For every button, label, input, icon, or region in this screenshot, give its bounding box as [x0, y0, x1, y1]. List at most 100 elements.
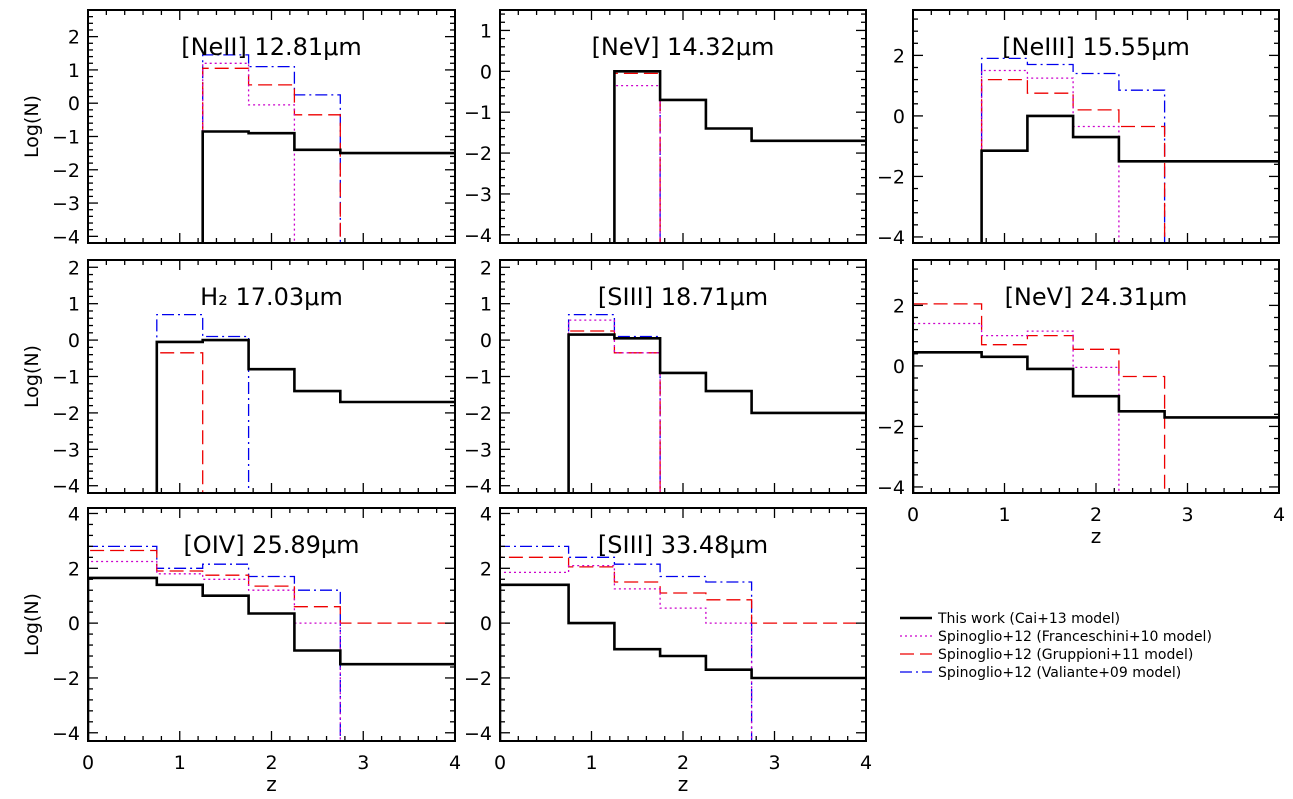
x-tick-label: 3 [357, 752, 369, 774]
y-tick-label: 4 [480, 503, 492, 525]
y-tick-label: −2 [877, 166, 905, 188]
y-tick-label: 1 [480, 20, 492, 42]
y-tick-label: −1 [52, 126, 80, 148]
series-cai-line [982, 116, 1279, 273]
x-tick-label: 3 [768, 752, 780, 774]
x-tick-label: 2 [265, 752, 277, 774]
series-gruppioni-line [569, 331, 661, 529]
series-cai-line [157, 340, 455, 529]
x-tick-label: 0 [907, 504, 919, 526]
y-tick-label: −2 [52, 160, 80, 182]
y-tick-label: −3 [52, 439, 80, 461]
y-tick-label: −4 [877, 477, 905, 499]
series-cai-line [913, 352, 1279, 523]
y-tick-label: −2 [464, 668, 492, 690]
y-tick-label: 1 [68, 294, 80, 316]
y-tick-label: 0 [893, 106, 905, 128]
series-valiante-line [500, 546, 752, 768]
y-tick-label: −3 [464, 184, 492, 206]
panel-title: [NeII] 12.81μm [181, 33, 362, 61]
y-tick-label: −4 [464, 476, 492, 498]
panel-2: −4 −3 −2 −1 0 1 [NeV] 14.32μm [464, 10, 866, 284]
y-tick-label: −2 [464, 143, 492, 165]
y-tick-label: −4 [52, 226, 80, 248]
y-tick-label: −4 [877, 227, 905, 249]
x-axis-label: z [678, 772, 689, 796]
y-tick-label: 0 [480, 330, 492, 352]
y-tick-label: 1 [480, 294, 492, 316]
y-tick-label: 2 [893, 45, 905, 67]
y-axis-label: Log(N) [21, 95, 43, 158]
y-tick-label: 0 [893, 356, 905, 378]
y-tick-label: −1 [52, 367, 80, 389]
y-tick-label: 0 [480, 61, 492, 83]
legend: This work (Cai+13 model) Spinoglio+12 (Fr… [900, 611, 1212, 681]
y-tick-label: 2 [68, 27, 80, 49]
x-tick-label: 1 [585, 752, 597, 774]
series-gruppioni-line [157, 353, 203, 530]
x-tick-label: 4 [1273, 504, 1285, 526]
y-tick-label: −2 [52, 668, 80, 690]
x-tick-label: 1 [174, 752, 186, 774]
y-tick-label: −4 [52, 476, 80, 498]
panel-title: [OIV] 25.89μm [183, 531, 359, 559]
series-franceschini-line [614, 86, 660, 284]
panel-5: −4 −3 −2 −1 0 1 2 [SIII] 18.71μm [464, 257, 866, 529]
series-gruppioni-line [203, 68, 341, 276]
panel-8: −4 −2 0 2 4 0 1 2 3 4 z [SIII] 33.48μm [464, 503, 872, 796]
x-tick-label: 2 [1090, 504, 1102, 526]
y-tick-label: 2 [68, 558, 80, 580]
y-tick-label: 0 [68, 93, 80, 115]
panel-title: [NeV] 14.32μm [592, 33, 775, 61]
series-valiante-line [982, 58, 1165, 273]
x-tick-label: 4 [860, 752, 872, 774]
panel-title: [NeV] 24.31μm [1005, 283, 1188, 311]
series-gruppioni-line [982, 80, 1165, 274]
legend-label: Spinoglio+12 (Valiante+09 model) [938, 665, 1181, 681]
legend-label: Spinoglio+12 (Franceschini+10 model) [938, 629, 1212, 645]
y-tick-label: 2 [480, 257, 492, 279]
x-axis-label: z [266, 772, 277, 796]
y-tick-label: 0 [480, 613, 492, 635]
x-tick-label: 4 [449, 752, 461, 774]
series-cai-line [203, 132, 455, 277]
y-tick-label: −2 [52, 403, 80, 425]
legend-label: This work (Cai+13 model) [937, 611, 1120, 627]
y-tick-label: −4 [464, 723, 492, 745]
y-tick-label: 2 [893, 295, 905, 317]
y-tick-label: −4 [52, 723, 80, 745]
series-gruppioni-line [913, 304, 1165, 523]
series-franceschini-line [88, 562, 340, 769]
series-gruppioni-line [614, 73, 660, 284]
legend-label: Spinoglio+12 (Gruppioni+11 model) [938, 647, 1193, 663]
y-tick-label: −1 [464, 367, 492, 389]
y-tick-label: −2 [877, 416, 905, 438]
panel-title: [NeIII] 15.55μm [1002, 33, 1190, 61]
panel-6: −4 −2 0 2 0 1 2 3 4 z [NeV] 24.31μm [877, 260, 1285, 548]
panel-title: [SIII] 18.71μm [598, 283, 768, 311]
y-tick-label: −2 [464, 403, 492, 425]
panel-title: [SIII] 33.48μm [598, 531, 768, 559]
panel-7: −4 −2 0 2 4 0 1 2 3 4 Log(N) z [OIV] 25.89μm [21, 503, 461, 796]
x-tick-label: 1 [998, 504, 1010, 526]
series-franceschini-line [569, 320, 661, 529]
panel-4: −4 −3 −2 −1 0 1 2 Log(N) H₂ 17.03μm [21, 257, 455, 529]
panel-1: −4 −3 −2 −1 0 1 2 Log(N) [NeII] 12.81μm [21, 10, 455, 276]
y-tick-label: −4 [464, 225, 492, 247]
x-tick-label: 2 [677, 752, 689, 774]
panel-3: −4 −2 0 2 [NeIII] 15.55μm [877, 10, 1279, 273]
y-axis-label: Log(N) [21, 593, 43, 656]
y-tick-label: 0 [68, 330, 80, 352]
y-tick-label: 2 [480, 558, 492, 580]
series-cai-line [614, 71, 866, 284]
y-tick-label: 2 [68, 257, 80, 279]
series-cai-line [569, 335, 866, 530]
series-franceschini-line [203, 63, 295, 276]
panel-title: H₂ 17.03μm [200, 283, 343, 311]
y-tick-label: −3 [464, 439, 492, 461]
y-tick-label: 1 [68, 60, 80, 82]
series-valiante-line [614, 71, 660, 284]
x-tick-label: 3 [1181, 504, 1193, 526]
series-franceschini-line [500, 566, 752, 769]
